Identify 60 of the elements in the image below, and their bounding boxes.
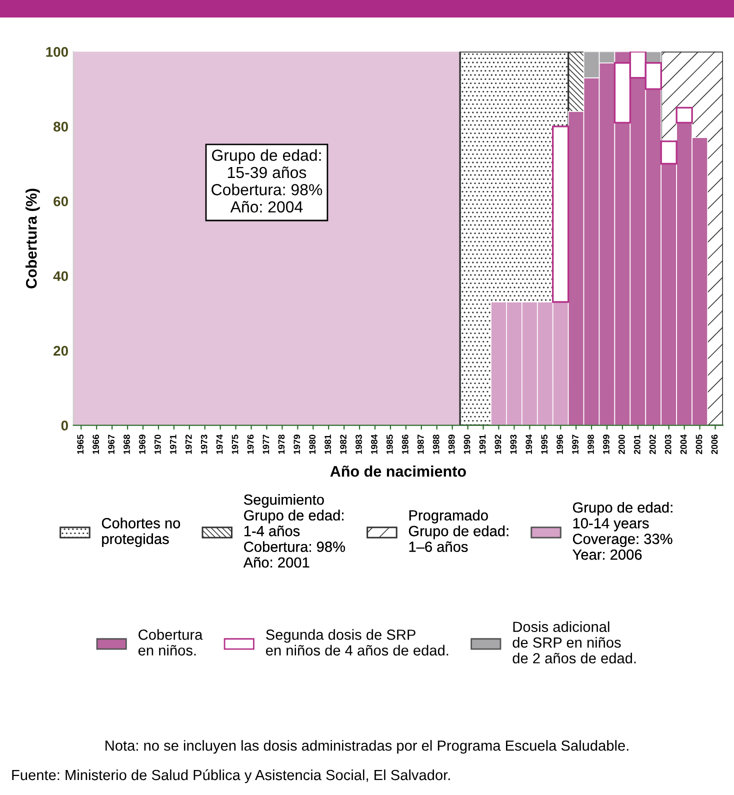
x-tick-label: 1986 (402, 434, 408, 454)
source-note: Fuente: Ministerio de Salud Pública y Asistencia Social, El Salvador. (12, 769, 450, 784)
x-tick-label: 1990 (464, 434, 470, 454)
x-tick-label: 1966 (92, 434, 100, 454)
x-tick-label: 1973 (200, 434, 208, 454)
x-tick-label: 2003 (664, 434, 672, 454)
x-tick-label: 1974 (216, 434, 223, 454)
y-axis-title: Cobertura (%) (26, 188, 40, 288)
x-tick-label: 1996 (556, 434, 564, 454)
x-tick-label: 1991 (479, 434, 486, 454)
y-tick-label: 40 (53, 271, 68, 282)
x-tick-label: 1975 (232, 434, 238, 454)
legend-label: Segunda dosis de SRP en niños de 4 años de edad. (266, 629, 448, 656)
x-tick-label: 1979 (294, 434, 300, 454)
y-tick-label: 20 (54, 346, 68, 356)
legend-label: Seguimiento Grupo de edad: 1-4 años Cobertura: 98% Año: 2001 (243, 494, 345, 568)
x-tick-label: 1997 (572, 434, 578, 454)
x-tick-label: 2005 (696, 434, 702, 454)
y-tick-label: 0 (61, 420, 68, 430)
legend-label: Grupo de edad: 10-14 years Coverage: 33% Year: 2006 (572, 502, 672, 560)
x-tick-label: 1981 (324, 434, 332, 454)
x-tick-label: 1989 (448, 434, 455, 454)
x-tick-label: 1994 (526, 434, 532, 454)
legend-label: Dosis adicional de SRP en niños de 2 años de edad. (512, 621, 636, 664)
x-axis-title: Año de nacimiento (330, 466, 466, 477)
x-tick-label: 1988 (432, 434, 440, 454)
x-tick-label: 1985 (386, 434, 393, 454)
x-tick-label: 1998 (588, 434, 594, 454)
x-tick-label: 1970 (154, 434, 161, 454)
x-tick-label: 1984 (371, 434, 378, 454)
legend-label: Cobertura en niños. (138, 629, 203, 656)
x-tick-label: 1982 (340, 434, 346, 454)
x-tick-label: 1999 (603, 434, 610, 454)
x-tick-label: 1967 (108, 434, 114, 454)
legend-label: Programado Grupo de edad: 1–6 años (408, 510, 508, 552)
x-tick-label: 1995 (541, 434, 548, 454)
y-tick-label: 60 (54, 196, 68, 206)
x-tick-label: 1976 (247, 434, 254, 454)
x-tick-label: 1965 (77, 434, 84, 454)
x-tick-label: 1983 (356, 434, 362, 454)
text: Nota: no se incluyen las dosis administradas por el Programa Escuela Saludable. (106, 740, 628, 754)
x-tick-label: 2000 (618, 434, 625, 454)
x-tick-label: 1969 (139, 434, 146, 454)
x-tick-label: 2004 (680, 434, 687, 454)
x-tick-label: 2006 (711, 434, 718, 454)
y-tick-label: 80 (54, 122, 68, 132)
x-tick-label: 2001 (634, 434, 640, 454)
x-tick-label: 1971 (170, 434, 176, 454)
x-tick-label: 1972 (185, 434, 192, 454)
x-tick-label: 1980 (309, 434, 316, 454)
band-label: Grupo de edad: 15-39 años Cobertura: 98% Año: 2004 (212, 149, 322, 213)
y-tick-label: 100 (46, 47, 68, 57)
legend-label: Cohortes no protegidas (102, 518, 180, 547)
x-tick-label: 1993 (510, 434, 517, 454)
x-tick-label: 1968 (124, 434, 130, 454)
x-tick-label: 1978 (278, 434, 285, 454)
x-tick-label: 2002 (649, 434, 656, 454)
x-tick-label: 1987 (417, 434, 424, 454)
x-tick-label: 1992 (494, 434, 502, 454)
x-tick-label: 1977 (262, 434, 270, 454)
